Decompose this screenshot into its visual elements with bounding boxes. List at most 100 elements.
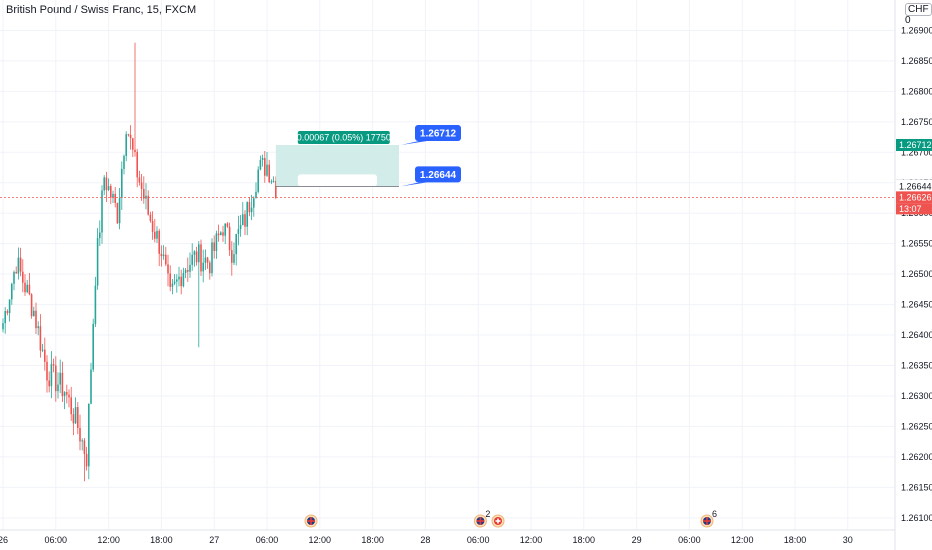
candle-body (162, 254, 165, 257)
x-tick-label: 06:00 (678, 535, 701, 545)
candle-body (132, 138, 134, 150)
candle-body (19, 257, 22, 272)
x-tick-label: 06:00 (45, 535, 68, 545)
candle-body (22, 271, 24, 283)
flag-uk-cross-h (476, 520, 485, 522)
candle-body (180, 276, 182, 287)
candle-body (151, 220, 154, 232)
x-tick-label: 18:00 (573, 535, 596, 545)
time-axis[interactable]: 26 06:00 12:00 18:00 27 06:00 12:00 18:00 28 06:0… (0, 529, 895, 545)
candle-body (46, 361, 48, 381)
x-tick-label: 06:00 (256, 535, 279, 545)
candle-body (171, 283, 174, 287)
candle-body (33, 310, 35, 317)
callout-pointer (401, 182, 427, 187)
candle-body (244, 214, 246, 227)
y-tick-label: 1.26350 (901, 361, 932, 371)
candle-body (13, 271, 15, 284)
candle-body (143, 188, 145, 199)
candle-body (248, 202, 251, 213)
candle-body (72, 414, 75, 424)
event-flag-uk-icon[interactable]: 6 (700, 509, 717, 528)
flag-uk-cross-h (307, 520, 315, 522)
event-flag-uk-icon[interactable] (304, 514, 318, 528)
candle-body (253, 198, 255, 208)
candle-body (81, 440, 83, 442)
candle-body (6, 311, 9, 314)
candle-body (35, 310, 37, 329)
candle-body (50, 364, 53, 387)
candle-body (125, 134, 127, 156)
candle-body (250, 207, 253, 213)
candle-body (66, 392, 68, 395)
event-count: 6 (712, 509, 717, 519)
candle-body (239, 225, 242, 230)
y-tick-label: 1.26900 (901, 25, 932, 35)
candle-body (200, 244, 202, 272)
candle-body (8, 299, 11, 314)
price-tag (896, 191, 932, 204)
candle-body (182, 272, 185, 287)
event-count: 2 (485, 509, 490, 519)
candle-body (127, 134, 130, 136)
x-tick-label: 12:00 (520, 535, 543, 545)
candle-body (26, 284, 28, 293)
candle-body (231, 250, 233, 263)
candle-body (173, 281, 176, 284)
candle-body (160, 253, 163, 257)
candle-body (222, 232, 224, 236)
candle-body (261, 158, 264, 160)
candle-body (41, 349, 44, 351)
range-label-bg (297, 130, 390, 144)
candle-body (74, 407, 77, 424)
candle-body (77, 407, 79, 428)
candle-body (103, 177, 105, 191)
candle-body (158, 230, 160, 254)
y-tick-label: 1.26400 (901, 330, 932, 340)
currency-selector[interactable]: CHF 0 (905, 3, 932, 26)
y-tick-label: 1.26500 (901, 269, 932, 279)
y-tick-label: 1.26850 (901, 56, 932, 66)
candle-body (129, 134, 132, 139)
price-axis[interactable]: 1.26900 1.26850 1.26800 1.26750 1.26700 1.266… (894, 0, 932, 550)
candle-body (198, 244, 200, 263)
y-tick-label: 1.26550 (901, 239, 932, 249)
candle-body (187, 269, 189, 272)
range-label: 0.00067 (0.05%) 17750 (297, 132, 391, 142)
candle-body (28, 284, 31, 295)
candle-body (228, 226, 231, 251)
chart-title: British Pound / Swiss Franc, 15, FXCM (6, 4, 197, 16)
candle-body (24, 282, 26, 293)
candle-body (112, 193, 114, 198)
candle-body (189, 264, 191, 272)
candle-body (206, 257, 209, 263)
x-tick-label: 18:00 (784, 535, 807, 545)
candle-body (59, 372, 61, 385)
candles (2, 42, 277, 482)
flag-uk-cross-h (703, 520, 711, 522)
countdown-tag (896, 203, 932, 215)
candle-body (30, 294, 33, 317)
candle-body (4, 311, 6, 324)
candle-body (224, 223, 226, 236)
candle-body (211, 242, 213, 274)
candle-body (242, 214, 244, 226)
callout-label: 1.26712 (420, 128, 457, 139)
candle-body (215, 233, 218, 251)
candle-body (272, 180, 275, 182)
candle-body (140, 182, 143, 189)
candle-body (121, 168, 123, 198)
event-flag-ch-icon[interactable] (491, 514, 505, 528)
event-flag-uk-icon[interactable]: 2 (473, 509, 490, 528)
candle-body (79, 427, 81, 442)
candle-body (270, 181, 273, 183)
y-tick-label: 1.26200 (901, 452, 932, 462)
candle-body (266, 164, 268, 176)
y-tick-label: 1.26300 (901, 391, 932, 401)
candle-body (209, 262, 211, 274)
candle-body (11, 283, 13, 300)
candle-body (178, 276, 180, 280)
candle-body (264, 158, 266, 176)
